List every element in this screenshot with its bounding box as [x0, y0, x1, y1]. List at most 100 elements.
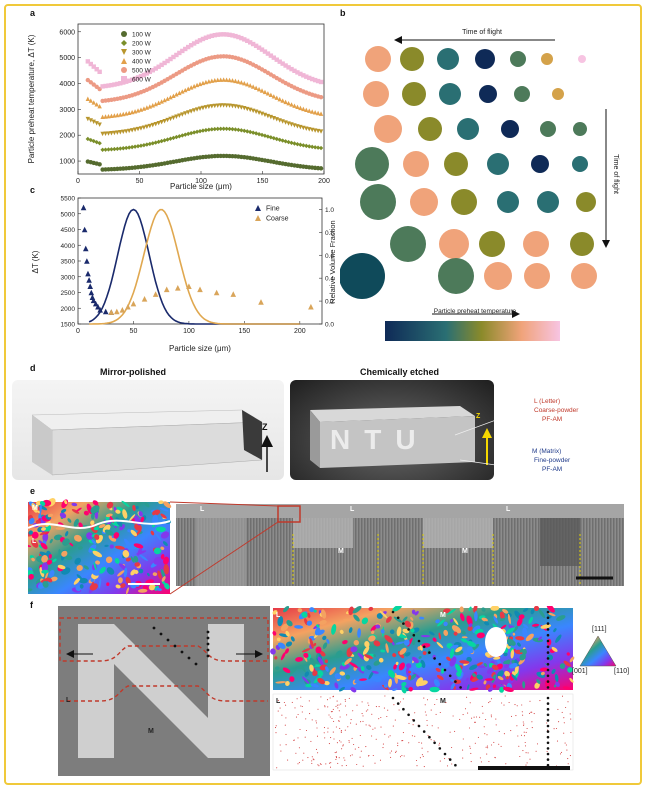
kam-point — [293, 739, 295, 742]
chart-a-point-200w — [103, 147, 108, 152]
kam-point — [281, 714, 283, 716]
ebsd-map-grain — [491, 674, 497, 683]
kam-point — [474, 742, 476, 744]
ebsd-map-grain — [414, 610, 419, 616]
kam-point — [329, 716, 331, 718]
particle — [439, 83, 461, 105]
kam-point — [380, 726, 382, 728]
ebsd-grain — [114, 558, 120, 564]
kam-point — [477, 736, 479, 738]
chart-a-point-600w — [94, 67, 99, 72]
ebsd-map-grain — [476, 632, 485, 639]
ebsd-boundary-dot-right — [546, 686, 550, 689]
ebsd-map-grain — [405, 663, 412, 669]
chart-a-point-400w — [150, 103, 155, 108]
chart-c-point-coarse — [186, 283, 192, 289]
ebsd-grain — [160, 513, 167, 519]
chart-c-xtick-label: 100 — [183, 328, 195, 335]
ebsd-map-grain — [450, 682, 456, 690]
chart-a-ytick-label: 5000 — [59, 55, 75, 62]
kam-point — [362, 765, 364, 767]
ebsd-map-grain — [505, 676, 509, 680]
kam-point — [481, 705, 483, 707]
kam-point — [277, 710, 279, 712]
kam-point — [380, 716, 382, 719]
particle — [365, 46, 391, 72]
ebsd-grain — [94, 534, 100, 540]
ebsd-boundary-dot-right — [546, 610, 550, 614]
ebsd-map-grain — [322, 642, 328, 649]
ebsd-map-grain — [312, 670, 318, 677]
kam-point — [464, 708, 467, 710]
ebsd-map-grain — [531, 623, 540, 627]
strip-label-l3: L — [506, 506, 511, 513]
chart-a-ytick-label: 6000 — [59, 29, 75, 36]
chart-a-point-600w — [212, 32, 217, 38]
ebsd-map-grain — [450, 618, 453, 623]
chart-a-point-600w — [144, 71, 150, 76]
ebsd-map-void — [485, 627, 507, 657]
ebsd-map-grain — [410, 617, 414, 621]
preheat-colorbar — [385, 321, 560, 341]
ebsd-grain — [41, 527, 46, 531]
ebsd-grain — [120, 583, 126, 588]
chart-a-point-600w — [109, 82, 114, 88]
ebsd-map-grain — [324, 659, 329, 663]
chart-c-point-fine — [92, 300, 99, 307]
kam-point — [490, 744, 493, 746]
kam-point — [374, 762, 376, 764]
ebsd-map-grain — [504, 670, 510, 677]
kam-point — [439, 760, 441, 762]
kam-boundary-dot-right — [546, 741, 550, 745]
kam-boundary-dot — [417, 724, 421, 728]
ebsd-grain — [98, 523, 106, 529]
schematic-boundary-dot — [206, 648, 210, 652]
kam-point — [486, 734, 488, 736]
ebsd-map-grain — [511, 674, 518, 681]
particle — [510, 51, 526, 67]
chart-a-point-200w — [233, 127, 238, 132]
chart-a-legend-label: 300 W — [132, 50, 152, 57]
kam-point — [558, 721, 560, 723]
ebsd-grain — [28, 544, 32, 548]
chart-a-point-300w — [129, 128, 135, 133]
ebsd-grain — [130, 569, 136, 576]
chart-a-point-600w — [171, 54, 176, 60]
chart-c-xtick-label: 0 — [76, 328, 80, 335]
photo-mirror-polished: Z — [12, 380, 284, 480]
ebsd-grain — [158, 500, 164, 505]
kam-point — [340, 703, 342, 705]
ebsd-grain — [145, 579, 155, 584]
kam-label-m: M — [440, 698, 446, 705]
particle — [355, 147, 389, 181]
particle — [531, 155, 549, 173]
kam-point — [360, 750, 362, 752]
ebsd-map-grain — [499, 624, 507, 630]
chart-a-legend-label: 200 W — [132, 41, 152, 48]
label-letter: L (Letter) — [534, 398, 561, 405]
particle — [573, 122, 587, 136]
kam-point — [344, 705, 347, 707]
particle — [524, 263, 550, 289]
kam-point — [297, 737, 299, 739]
time-of-flight-label-side: Time of flight — [612, 154, 619, 194]
ebsd-grain — [109, 544, 114, 549]
ebsd-map-grain — [316, 624, 320, 628]
panel-f-schematic-and-maps — [58, 606, 617, 776]
ebsd-grain — [28, 530, 33, 535]
ebsd-grain — [69, 542, 74, 547]
ebsd-grain — [57, 564, 66, 570]
panel-label-c: c — [30, 185, 36, 195]
chart-a-point-200w — [242, 128, 247, 133]
kam-point — [485, 746, 487, 748]
chart-a-point-600w — [200, 36, 206, 42]
ebsd-grain — [152, 572, 158, 576]
chart-a-point-600w — [156, 64, 161, 69]
etched-block-left — [310, 410, 320, 468]
ebsd-boundary-dot-right — [546, 674, 550, 678]
ebsd-boundary-dot — [417, 639, 421, 643]
kam-point — [324, 705, 326, 707]
schematic-boundary-dot — [159, 632, 163, 636]
kam-point — [339, 716, 341, 718]
chart-a-point-300w — [180, 112, 185, 117]
